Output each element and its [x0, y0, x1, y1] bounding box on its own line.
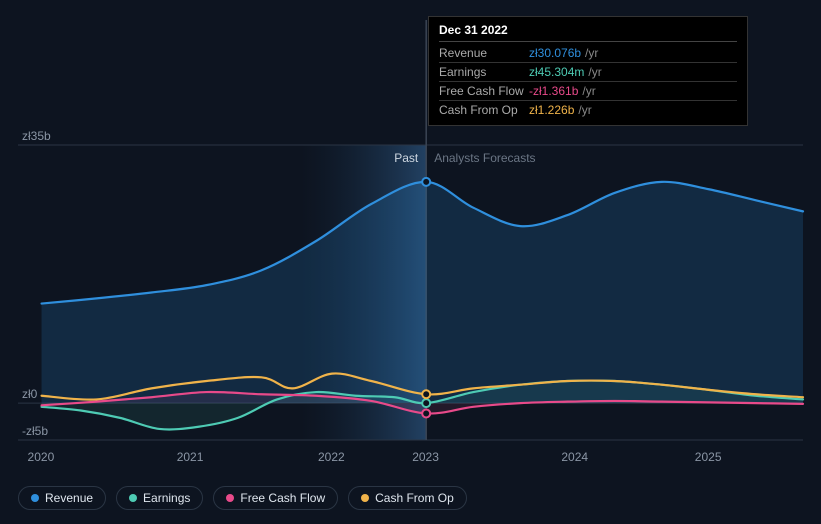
tooltip-metric-label: Cash From Op [439, 103, 529, 117]
tooltip-metric-unit: /yr [582, 84, 595, 98]
tooltip-metric-unit: /yr [578, 103, 591, 117]
past-section-label: Past [394, 151, 418, 165]
tooltip-row: Earningszł45.304m/yr [439, 63, 737, 82]
legend-label: Revenue [45, 491, 93, 505]
legend-item-cfo[interactable]: Cash From Op [348, 486, 467, 510]
y-axis-label: zł0 [22, 387, 37, 401]
legend-dot-icon [361, 494, 369, 502]
x-axis-label: 2022 [318, 450, 345, 464]
tooltip-row: Revenuezł30.076b/yr [439, 44, 737, 63]
legend-item-earnings[interactable]: Earnings [116, 486, 203, 510]
tooltip-metric-unit: /yr [585, 46, 598, 60]
legend-label: Free Cash Flow [240, 491, 325, 505]
legend-label: Earnings [143, 491, 190, 505]
tooltip-metric-label: Earnings [439, 65, 529, 79]
tooltip-metric-unit: /yr [588, 65, 601, 79]
legend-dot-icon [31, 494, 39, 502]
x-axis-label: 2024 [561, 450, 588, 464]
financial-chart: Dec 31 2022 Revenuezł30.076b/yrEarningsz… [0, 0, 821, 524]
tooltip-metric-value: -zł1.361b [529, 84, 578, 98]
x-axis-label: 2021 [177, 450, 204, 464]
tooltip-metric-value: zł30.076b [529, 46, 581, 60]
tooltip-row: Cash From Opzł1.226b/yr [439, 101, 737, 119]
x-axis-label: 2025 [695, 450, 722, 464]
tooltip-metric-value: zł1.226b [529, 103, 574, 117]
legend-label: Cash From Op [375, 491, 454, 505]
tooltip-metric-label: Free Cash Flow [439, 84, 529, 98]
legend-item-revenue[interactable]: Revenue [18, 486, 106, 510]
legend-dot-icon [226, 494, 234, 502]
legend-item-fcf[interactable]: Free Cash Flow [213, 486, 338, 510]
x-axis-label: 2023 [412, 450, 439, 464]
tooltip-metric-value: zł45.304m [529, 65, 584, 79]
tooltip-row: Free Cash Flow-zł1.361b/yr [439, 82, 737, 101]
y-axis-label: -zł5b [22, 424, 48, 438]
x-axis-label: 2020 [28, 450, 55, 464]
chart-legend: Revenue Earnings Free Cash Flow Cash From O… [18, 486, 467, 510]
legend-dot-icon [129, 494, 137, 502]
y-axis-label: zł35b [22, 129, 51, 143]
chart-tooltip: Dec 31 2022 Revenuezł30.076b/yrEarningsz… [428, 16, 748, 126]
tooltip-metric-label: Revenue [439, 46, 529, 60]
forecast-section-label: Analysts Forecasts [434, 151, 535, 165]
tooltip-date: Dec 31 2022 [439, 23, 737, 42]
